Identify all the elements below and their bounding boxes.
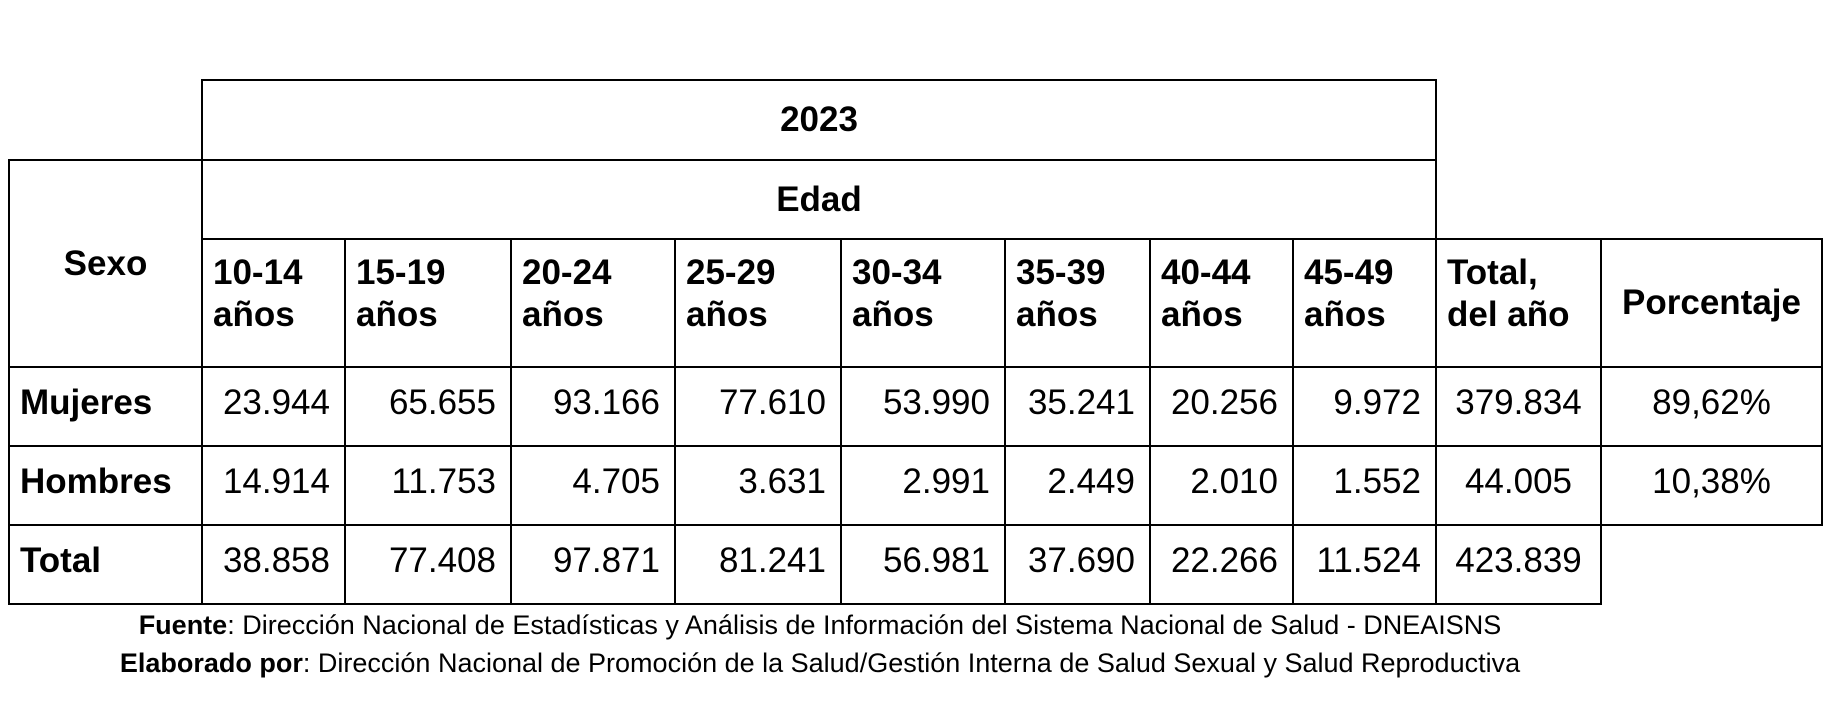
value-cell: 23.944	[201, 366, 346, 447]
source-line: Fuente: Dirección Nacional de Estadístic…	[0, 606, 1640, 644]
column-header: 35-39 años	[1004, 238, 1151, 368]
prepared-label: Elaborado por	[119, 648, 303, 678]
value-cell: 35.241	[1004, 366, 1151, 447]
value-cell: 2.991	[840, 445, 1006, 526]
column-header: 40-44 años	[1149, 238, 1294, 368]
percent-header: Porcentaje	[1600, 238, 1823, 368]
total-header: Total, del año	[1435, 238, 1602, 368]
prepared-text: : Dirección Nacional de Promoción de la …	[302, 648, 1521, 678]
empty-cell	[1436, 80, 1822, 239]
value-cell: 2.010	[1149, 445, 1294, 526]
data-row: Total 38.858 77.408 97.871 81.241 56.981 37.69…	[8, 524, 1822, 605]
empty-cell	[1601, 525, 1822, 604]
value-cell: 65.655	[344, 366, 512, 447]
age-row: Sexo Edad	[8, 159, 1822, 368]
column-header-row: 10-14 años 15-19 años 20-24 años 25-29 años…	[9, 238, 1823, 368]
row-header: Sexo	[8, 159, 203, 368]
row-label: Hombres	[8, 445, 203, 526]
value-cell: 1.552	[1292, 445, 1437, 526]
value-cell: 97.871	[510, 524, 676, 605]
year-header: 2023	[201, 79, 1437, 161]
value-cell: 14.914	[201, 445, 346, 526]
column-header: 45-49 años	[1292, 238, 1437, 368]
value-cell: 56.981	[840, 524, 1006, 605]
value-cell: 11.753	[344, 445, 512, 526]
row-label: Mujeres	[8, 366, 203, 447]
age-header: Edad	[201, 159, 1437, 240]
table-body: 2023 Sexo Edad 10-14 años 15-19 años 20-24…	[8, 79, 1823, 605]
data-row: Mujeres 23.944 65.655 93.166 77.610 53.990 35.…	[8, 366, 1823, 447]
value-cell: 9.972	[1292, 366, 1437, 447]
column-header: 10-14 años	[201, 238, 346, 368]
value-cell: 37.690	[1004, 524, 1151, 605]
source-label: Fuente	[138, 610, 228, 640]
percent-cell: 89,62%	[1600, 366, 1823, 447]
value-cell: 81.241	[674, 524, 842, 605]
total-cell: 379.834	[1435, 366, 1602, 447]
value-cell: 77.610	[674, 366, 842, 447]
value-cell: 4.705	[510, 445, 676, 526]
prepared-line: Elaborado por: Dirección Nacional de Pro…	[0, 644, 1640, 682]
data-row: Hombres 14.914 11.753 4.705 3.631 2.991 2.449 2…	[8, 445, 1823, 526]
year-row: 2023	[9, 79, 1822, 161]
column-header: 25-29 años	[674, 238, 842, 368]
percent-cell: 10,38%	[1600, 445, 1823, 526]
row-label: Total	[8, 524, 203, 605]
value-cell: 93.166	[510, 366, 676, 447]
data-table: 2023 Sexo Edad 10-14 años 15-19 años 20-24…	[8, 79, 1823, 605]
value-cell: 3.631	[674, 445, 842, 526]
value-cell: 38.858	[201, 524, 346, 605]
total-cell: 423.839	[1435, 524, 1602, 605]
column-header: 20-24 años	[510, 238, 676, 368]
column-header: 15-19 años	[344, 238, 512, 368]
total-cell: 44.005	[1435, 445, 1602, 526]
empty-cell	[9, 80, 202, 160]
source-text: : Dirección Nacional de Estadísticas y A…	[227, 610, 1502, 640]
footer: Fuente: Dirección Nacional de Estadístic…	[0, 606, 1640, 682]
value-cell: 11.524	[1292, 524, 1437, 605]
value-cell: 20.256	[1149, 366, 1294, 447]
value-cell: 77.408	[344, 524, 512, 605]
value-cell: 22.266	[1149, 524, 1294, 605]
value-cell: 53.990	[840, 366, 1006, 447]
value-cell: 2.449	[1004, 445, 1151, 526]
column-header: 30-34 años	[840, 238, 1006, 368]
